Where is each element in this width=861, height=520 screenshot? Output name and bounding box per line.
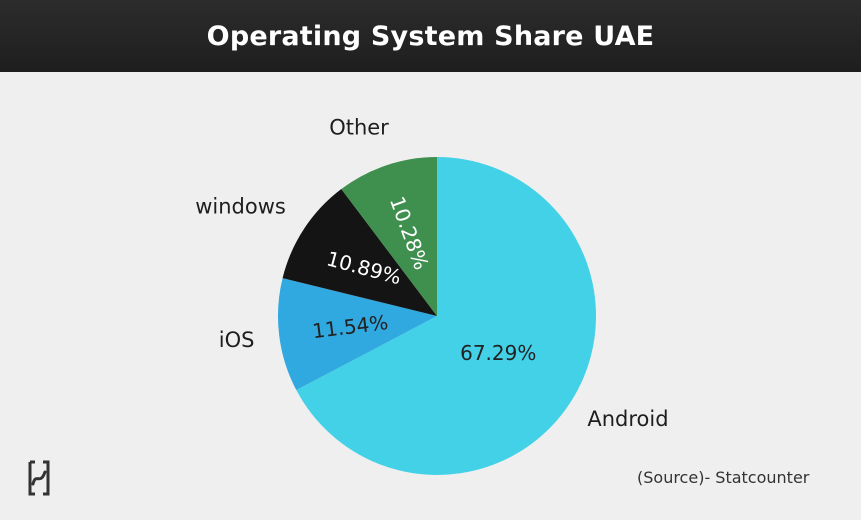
pie-slice-android (296, 157, 596, 475)
slice-category-label-android: Android (587, 407, 668, 431)
page-title: Operating System Share UAE (206, 20, 655, 52)
brand-logo-icon (28, 460, 50, 496)
slice-category-label-other: Other (329, 115, 389, 139)
pie-slice-ios (277, 278, 437, 391)
pie-slice-other (341, 157, 437, 316)
slice-category-label-ios: iOS (219, 328, 255, 352)
slice-category-label-windows: windows (195, 194, 286, 218)
title-bar: Operating System Share UAE (0, 0, 861, 72)
slice-value-label-android: 67.29% (460, 341, 536, 365)
pie-slice-windows (282, 189, 437, 316)
source-note: (Source)- Statcounter (637, 468, 810, 487)
